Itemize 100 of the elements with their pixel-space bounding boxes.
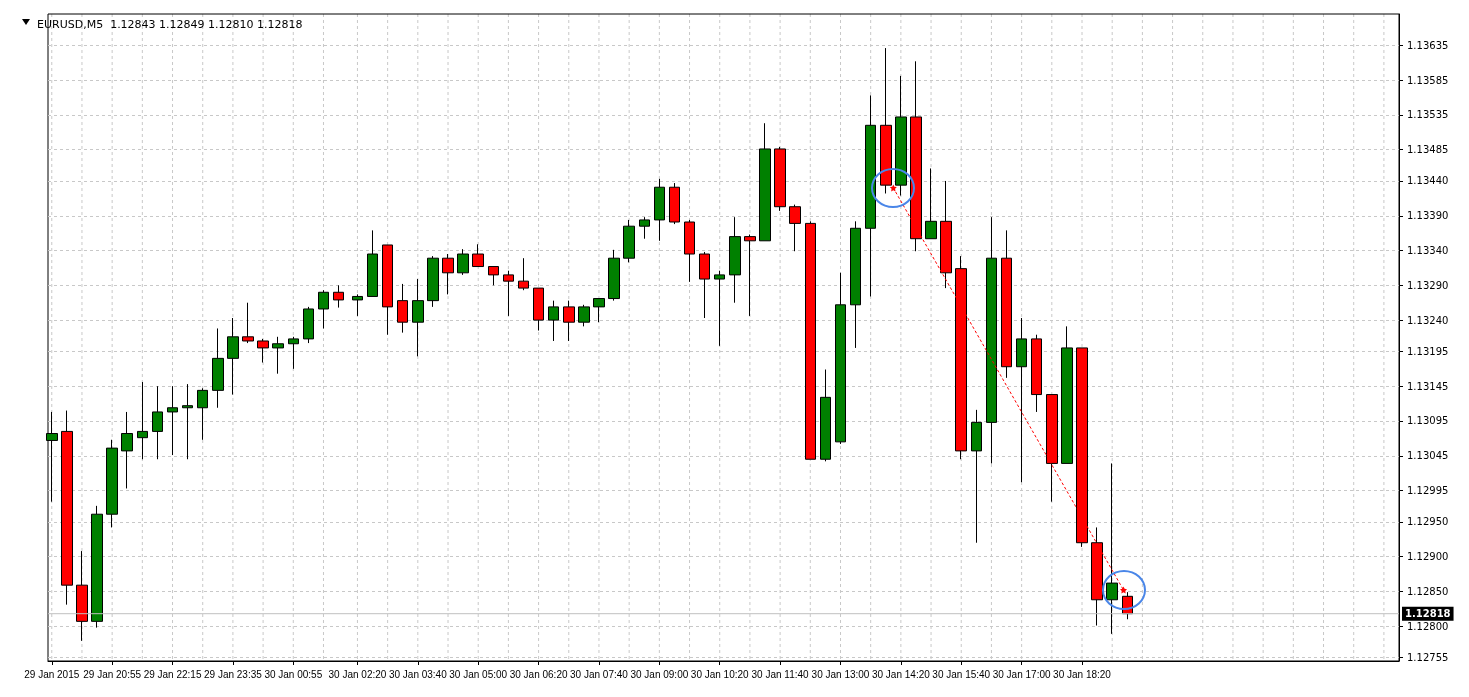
candlestick bbox=[714, 270, 725, 347]
candlestick bbox=[91, 505, 103, 629]
y-tick-label: 1.12995 bbox=[1407, 485, 1449, 497]
x-tick-label: 30 Jan 03:40 bbox=[388, 668, 448, 680]
candlestick bbox=[684, 219, 695, 283]
candlestick bbox=[699, 251, 710, 319]
candlestick bbox=[1061, 325, 1073, 464]
candlestick bbox=[503, 270, 514, 317]
x-tick-label: 30 Jan 05:00 bbox=[449, 668, 508, 680]
candlestick bbox=[789, 204, 801, 252]
candlestick bbox=[729, 216, 741, 304]
candlestick bbox=[971, 409, 982, 544]
y-tick-label: 1.12800 bbox=[1407, 620, 1449, 632]
x-tick-label: 30 Jan 09:00 bbox=[630, 668, 689, 680]
candlestick bbox=[382, 244, 393, 336]
y-tick-label: 1.13290 bbox=[1407, 279, 1449, 291]
candlestick bbox=[76, 550, 88, 642]
candlestick bbox=[533, 287, 544, 332]
candlestick bbox=[850, 220, 861, 349]
candlestick bbox=[257, 338, 269, 364]
candlestick bbox=[227, 317, 239, 396]
candlestick bbox=[925, 167, 937, 240]
candlestick bbox=[1031, 334, 1042, 413]
y-tick-label: 1.12850 bbox=[1407, 585, 1449, 597]
candlestick bbox=[654, 178, 665, 242]
y-tick-label: 1.12900 bbox=[1407, 551, 1449, 563]
candlestick bbox=[623, 219, 635, 263]
candlestick bbox=[121, 411, 133, 489]
candlestick bbox=[1001, 229, 1012, 379]
candlestick bbox=[367, 229, 378, 297]
chart-title: EURUSD,M5 1.12843 1.12849 1.12810 1.12818 bbox=[37, 18, 303, 31]
candlestick bbox=[197, 387, 208, 441]
candlestick bbox=[955, 255, 967, 460]
candlestick bbox=[1106, 462, 1118, 635]
y-tick-label: 1.13195 bbox=[1407, 345, 1449, 357]
candlestick bbox=[774, 146, 786, 212]
y-tick-label: 1.13485 bbox=[1407, 144, 1449, 156]
candlestick bbox=[835, 272, 846, 445]
candlestick bbox=[318, 289, 329, 329]
x-tick-label: 30 Jan 13:00 bbox=[811, 668, 870, 680]
x-tick-label: 30 Jan 10:20 bbox=[690, 668, 750, 680]
candlestick bbox=[167, 385, 178, 456]
y-tick-label: 1.13585 bbox=[1407, 74, 1449, 86]
x-tick-label: 30 Jan 00:55 bbox=[264, 668, 323, 680]
y-tick-label: 1.13045 bbox=[1407, 450, 1449, 462]
candlestick bbox=[242, 302, 254, 344]
x-tick-label: 30 Jan 18:20 bbox=[1053, 668, 1112, 680]
x-tick-label: 30 Jan 07:40 bbox=[570, 668, 629, 680]
y-tick-label: 1.13240 bbox=[1407, 314, 1449, 326]
x-tick-label: 30 Jan 06:20 bbox=[509, 668, 568, 680]
candlestick bbox=[865, 94, 876, 297]
x-tick-label: 30 Jan 02:20 bbox=[328, 668, 387, 680]
candlestick bbox=[272, 336, 284, 375]
candlestick bbox=[152, 385, 163, 460]
candlestick bbox=[669, 182, 680, 225]
candlestick bbox=[820, 369, 831, 462]
candlestick bbox=[442, 253, 454, 295]
candlestick bbox=[457, 248, 469, 276]
candlestick bbox=[1076, 347, 1088, 548]
candlestick bbox=[744, 234, 756, 317]
candlestick bbox=[212, 327, 224, 409]
candlestick bbox=[593, 298, 605, 323]
y-tick-label: 1.13535 bbox=[1407, 109, 1449, 121]
y-tick-label: 1.12950 bbox=[1407, 516, 1449, 528]
y-tick-label: 1.13340 bbox=[1407, 245, 1449, 257]
ref-line-label: 1.12818 bbox=[1405, 608, 1451, 620]
candlestick bbox=[759, 122, 771, 242]
candlestick bbox=[182, 383, 193, 460]
x-tick-label: 30 Jan 17:00 bbox=[992, 668, 1051, 680]
candlestick bbox=[488, 266, 499, 286]
candlestick bbox=[427, 255, 439, 308]
x-tick-label: 30 Jan 11:40 bbox=[751, 668, 810, 680]
candlestick bbox=[578, 304, 590, 327]
y-tick-label: 1.13095 bbox=[1407, 415, 1449, 427]
candlestick bbox=[639, 216, 650, 240]
x-tick-label: 29 Jan 22:15 bbox=[143, 668, 202, 680]
candlestick bbox=[1046, 394, 1058, 503]
candlestick bbox=[518, 257, 529, 291]
y-tick-label: 1.12755 bbox=[1407, 652, 1449, 664]
candlestick bbox=[548, 300, 559, 342]
candlestick bbox=[608, 249, 620, 302]
candlestick bbox=[333, 284, 344, 309]
candlestick bbox=[303, 306, 314, 344]
x-tick-label: 29 Jan 20:55 bbox=[83, 668, 142, 680]
x-tick-label: 30 Jan 15:40 bbox=[932, 668, 991, 680]
candlestick bbox=[472, 243, 484, 268]
candlestick bbox=[137, 381, 148, 460]
y-tick-label: 1.13145 bbox=[1407, 380, 1449, 392]
y-tick-label: 1.13440 bbox=[1407, 175, 1449, 187]
y-tick-label: 1.13390 bbox=[1407, 210, 1449, 222]
candlestick bbox=[288, 336, 299, 370]
candlestick bbox=[397, 283, 408, 334]
x-tick-label: 29 Jan 2015 bbox=[24, 668, 80, 680]
candlestick bbox=[563, 300, 575, 342]
candlestick bbox=[1016, 317, 1027, 483]
x-tick-label: 29 Jan 23:35 bbox=[204, 668, 263, 680]
candlestick bbox=[412, 278, 424, 357]
candlestick bbox=[352, 293, 363, 317]
x-tick-label: 30 Jan 14:20 bbox=[871, 668, 931, 680]
candlestick bbox=[106, 439, 118, 528]
